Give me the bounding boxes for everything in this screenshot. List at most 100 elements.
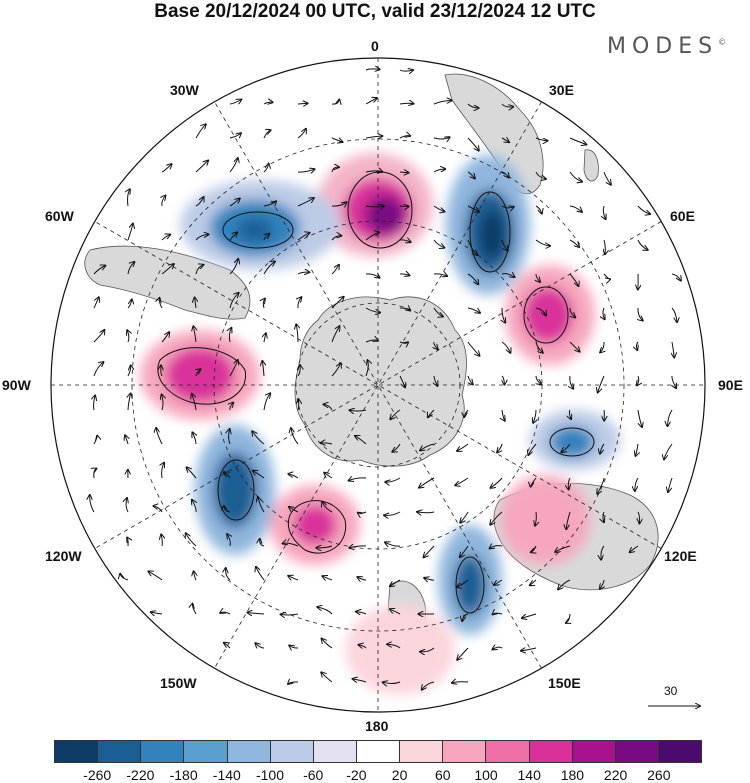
wind-vector [355,436,367,445]
wind-vector [161,235,170,241]
wind-vector [192,500,196,513]
wind-vector [256,567,265,581]
wind-vector [195,161,208,173]
wind-vector [220,612,231,615]
wind-vector [365,274,380,278]
wind-vector [502,409,505,421]
wind-vector [521,648,537,651]
colorbar-swatch [55,741,99,762]
wind-vector [384,511,401,515]
wind-vector [422,681,435,690]
wind-vector [664,443,673,459]
wind-vector [424,578,435,580]
wind-vector [331,265,339,275]
wind-vector [637,205,650,214]
colorbar-swatch [572,741,616,762]
wind-vector [490,546,503,549]
wind-vector [227,534,230,547]
wind-vector [457,579,469,587]
wind-vector [672,375,676,388]
wind-vector [331,100,339,104]
wind-vector [569,273,578,286]
wind-vector [263,164,269,173]
wind-vector [603,205,605,219]
wind-vector [501,138,509,142]
wind-vector [127,299,132,309]
wind-vector [252,431,265,445]
wind-vector [637,239,648,250]
wind-vector [321,443,333,444]
wind-vector [229,100,241,105]
wind-vector [434,341,438,349]
africa [444,73,544,195]
wind-vector [229,158,238,173]
colorbar-tick-label: 100 [474,767,498,783]
wind-vector [464,409,469,417]
meridian-120 [94,221,662,549]
colorbar-tick-label: -20 [346,767,367,783]
wind-vector [535,171,546,179]
wind-vector [224,643,231,649]
wind-vector [288,474,299,479]
wind-vector [365,206,384,207]
wind-vector [230,403,233,411]
brand-text: MODES [607,34,719,59]
contour-2 [469,191,511,273]
colorbar-swatch [529,741,573,762]
wind-vector [159,298,163,309]
colorbar-swatch [98,741,142,762]
colorbar-tick-label: 220 [603,767,628,783]
wind-vector [289,646,299,649]
wind-vector [162,463,165,479]
wind-vector [428,409,435,417]
wind-vector [385,542,401,546]
wind-vector [569,171,582,182]
wind-vector [187,467,197,479]
wind-vector [120,574,129,581]
anomaly-pos-4-core [293,505,337,545]
wind-vector [383,682,401,684]
wind-vector [522,613,537,618]
wind-vector [358,512,367,513]
contour-5 [549,427,595,457]
wind-vector [492,647,503,649]
contour-6 [217,459,255,521]
wind-vector [672,341,674,357]
wind-vector [365,232,379,241]
wind-vector [536,273,540,282]
wind-vector [253,471,265,479]
wind-vector [321,672,333,683]
wind-vector [603,273,610,279]
wind-vector [452,682,469,683]
wind-vector [399,274,410,275]
wind-vector [365,307,380,313]
wind-vector [501,341,510,353]
wind-vector [467,103,479,108]
wind-vector [264,333,266,343]
wind-vector [161,332,169,343]
wind-vector [151,612,163,614]
wind-vector [455,477,469,485]
wind-vector [568,477,570,489]
wind-vector [161,366,162,377]
wind-vector [193,326,196,343]
wind-vector [226,568,231,581]
colorbar-swatch [443,741,487,762]
wind-vector [356,612,367,614]
colorbar-tick-label: -100 [255,767,285,783]
wind-vector [331,167,339,173]
wind-vector [288,576,299,580]
wind-vector [598,375,605,392]
colorbar-swatch [486,741,530,762]
wind-vector [630,545,639,552]
wind-vector [635,477,639,491]
wind-vector [195,298,196,309]
wind-vector [467,137,479,151]
wind-vector [263,261,275,275]
colorbar-tick-label: -60 [303,767,324,783]
wind-vector [392,443,401,452]
wind-vector [195,234,209,241]
wind-vector [153,506,163,513]
wind-vector [501,274,515,277]
wind-vector [531,545,536,552]
